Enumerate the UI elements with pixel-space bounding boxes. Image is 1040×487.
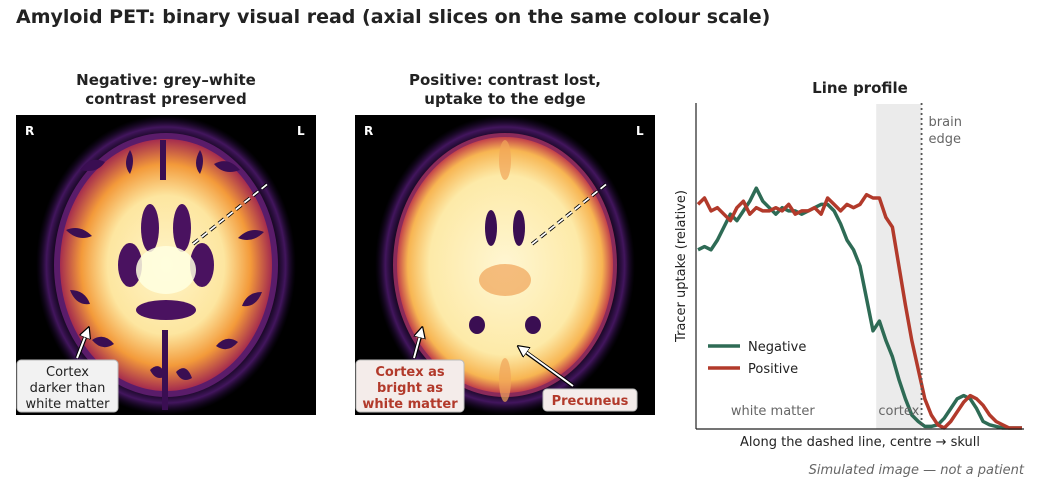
x-axis-label: Along the dashed line, centre → skull [740, 435, 980, 450]
negative-annotation-line2: darker than [30, 381, 106, 396]
precuneus-label: Precuneus [552, 394, 629, 409]
main-title: Amyloid PET: binary visual read (axial s… [16, 6, 771, 28]
negative-arrow [76, 332, 87, 359]
positive-title-line2: uptake to the edge [424, 90, 586, 108]
negative-annotation-line1: Cortex [46, 365, 89, 380]
precuneus-box [542, 388, 638, 412]
legend-label-positive: Positive [748, 362, 798, 377]
negative-title-line2: contrast preserved [85, 90, 247, 108]
positive-annotation-line2: bright as [377, 381, 443, 396]
positive-arrow [413, 332, 421, 359]
positive-title-line1: Positive: contrast lost, [409, 71, 601, 89]
legend: Negative Positive [708, 340, 806, 377]
region-label-white-matter: white matter [731, 404, 816, 419]
footer-note: Simulated image — not a patient [808, 463, 1024, 478]
line-profile-chart: Line profile brain edge white matter cor… [674, 79, 1024, 450]
brain-edge-label-line2: edge [929, 132, 962, 147]
positive-orient-left: R [364, 124, 373, 138]
positive-annotation-line1: Cortex as [375, 365, 445, 380]
negative-panel-title: Negative: grey–white contrast preserved [16, 71, 316, 109]
series-line-negative [697, 186, 1022, 430]
brain-edge-label-line1: brain [929, 115, 962, 130]
positive-brain-image [355, 115, 655, 415]
series-line-positive [696, 192, 1022, 430]
negative-orient-right: L [297, 124, 305, 138]
legend-label-negative: Negative [748, 340, 806, 355]
positive-panel-title: Positive: contrast lost, uptake to the e… [355, 71, 655, 109]
negative-annotation-line3: white matter [26, 397, 111, 412]
negative-annotation-box [16, 359, 119, 413]
negative-orient-left: R [25, 124, 34, 138]
negative-brain-image [16, 115, 316, 415]
chart-title: Line profile [812, 79, 908, 97]
positive-orient-right: L [636, 124, 644, 138]
y-axis-label: Tracer uptake (relative) [674, 190, 689, 343]
series-layer [696, 186, 1022, 430]
positive-profile-line [530, 180, 611, 246]
negative-title-line1: Negative: grey–white [76, 71, 256, 89]
precuneus-arrow [522, 349, 574, 387]
positive-annotation-box [355, 359, 465, 413]
negative-profile-line [191, 180, 272, 246]
positive-annotation-line3: white matter [362, 397, 458, 412]
region-label-cortex: cortex [878, 404, 919, 419]
